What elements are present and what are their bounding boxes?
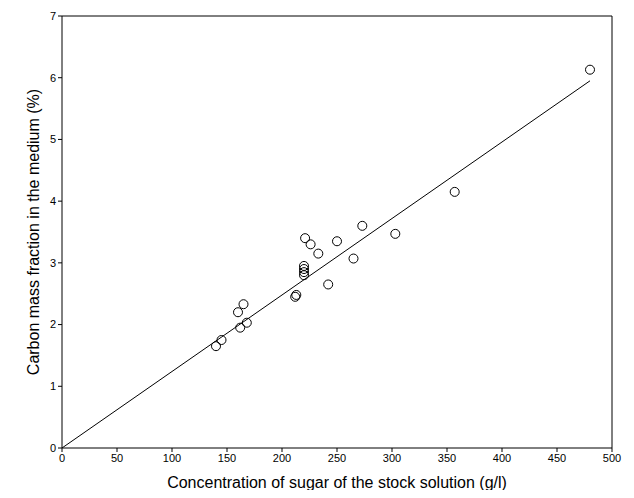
svg-text:150: 150 xyxy=(218,452,236,464)
svg-text:7: 7 xyxy=(50,10,56,22)
svg-text:1: 1 xyxy=(50,380,56,392)
svg-text:250: 250 xyxy=(328,452,346,464)
svg-text:6: 6 xyxy=(50,72,56,84)
svg-text:4: 4 xyxy=(50,195,56,207)
svg-text:3: 3 xyxy=(50,257,56,269)
svg-text:5: 5 xyxy=(50,133,56,145)
svg-text:200: 200 xyxy=(273,452,291,464)
svg-text:Carbon mass fraction in the me: Carbon mass fraction in the medium (%) xyxy=(25,89,42,375)
svg-text:0: 0 xyxy=(59,452,65,464)
svg-text:0: 0 xyxy=(50,442,56,454)
svg-text:100: 100 xyxy=(163,452,181,464)
svg-text:450: 450 xyxy=(548,452,566,464)
svg-text:2: 2 xyxy=(50,318,56,330)
svg-text:50: 50 xyxy=(111,452,123,464)
svg-text:400: 400 xyxy=(493,452,511,464)
svg-text:500: 500 xyxy=(603,452,621,464)
svg-text:Concentration of sugar of the: Concentration of sugar of the stock solu… xyxy=(167,474,507,490)
svg-text:350: 350 xyxy=(438,452,456,464)
svg-text:300: 300 xyxy=(383,452,401,464)
